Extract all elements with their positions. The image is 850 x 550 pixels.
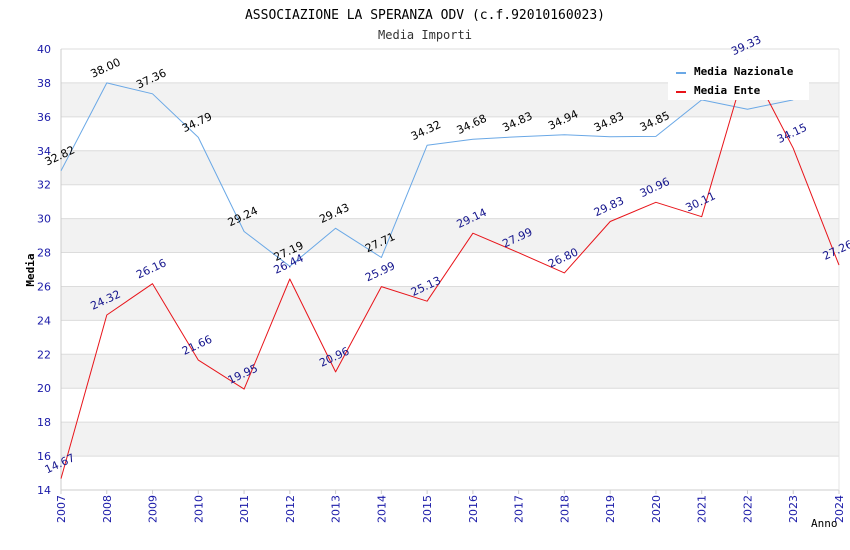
y-tick-label: 40	[37, 43, 51, 56]
y-tick-label: 34	[37, 145, 51, 158]
y-tick-label: 14	[37, 484, 51, 497]
grid-band	[61, 116, 839, 151]
x-tick-label: 2014	[375, 495, 388, 523]
x-tick-label: 2013	[330, 495, 343, 523]
grid-band	[61, 320, 839, 355]
x-tick-label: 2011	[238, 495, 251, 523]
grid-band	[61, 218, 839, 253]
x-tick-label: 2009	[147, 495, 160, 523]
x-tick-label: 2018	[558, 495, 571, 523]
x-tick-label: 2017	[513, 495, 526, 523]
x-tick-label: 2008	[101, 495, 114, 523]
grid-band	[61, 150, 839, 185]
y-tick-label: 36	[37, 111, 51, 124]
legend-label-media-ente: Media Ente	[694, 84, 761, 97]
x-axis-label: Anno	[811, 517, 838, 530]
x-tick-label: 2012	[284, 495, 297, 523]
y-tick-label: 30	[37, 213, 51, 226]
y-tick-label: 32	[37, 179, 51, 192]
y-tick-label: 28	[37, 247, 51, 260]
y-tick-label: 18	[37, 416, 51, 429]
axes	[60, 49, 840, 494]
x-tick-label: 2022	[741, 495, 754, 523]
legend: Media Nazionale Media Ente	[668, 60, 809, 100]
x-tick-label: 2023	[787, 495, 800, 523]
grid-bands	[61, 49, 839, 490]
grid-band	[61, 184, 839, 219]
x-tick-label: 2007	[55, 495, 68, 523]
x-tick-label: 2020	[650, 495, 663, 523]
x-tick-label: 2015	[421, 495, 434, 523]
series-line-media-ente	[60, 59, 840, 479]
grid-band	[61, 286, 839, 321]
y-tick-label: 38	[37, 77, 51, 90]
legend-background	[668, 60, 809, 100]
chart-title: ASSOCIAZIONE LA SPERANZA ODV (c.f.920101…	[245, 8, 605, 23]
x-tick-label: 2019	[604, 495, 617, 523]
grid-band	[61, 252, 839, 287]
x-tick-label: 2016	[467, 495, 480, 523]
grid-band	[61, 422, 839, 457]
y-axis-label: Media	[24, 253, 37, 286]
y-tick-label: 26	[37, 280, 51, 293]
y-tick-label: 24	[37, 314, 51, 327]
y-tick-label: 22	[37, 348, 51, 361]
y-tick-label: 20	[37, 382, 51, 395]
series-line-media-nazionale	[60, 82, 794, 267]
grid-band	[61, 456, 839, 490]
x-tick-label: 2024	[833, 495, 846, 523]
chart-subtitle: Media Importi	[378, 28, 472, 42]
x-tick-label: 2021	[696, 495, 709, 523]
legend-label-media-nazionale: Media Nazionale	[694, 65, 794, 78]
series-lines	[60, 59, 840, 479]
grid-band	[61, 354, 839, 389]
y-tick-label: 16	[37, 450, 51, 463]
x-tick-label: 2010	[192, 495, 205, 523]
grid-band	[61, 388, 839, 423]
